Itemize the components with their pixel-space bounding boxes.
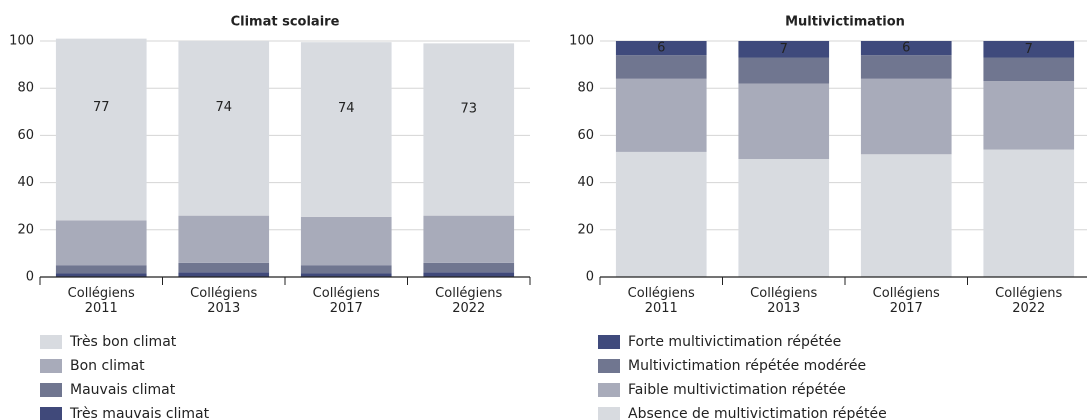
bar-segment bbox=[178, 215, 270, 263]
x-tick-label: Collégiens 2011 bbox=[627, 286, 695, 316]
bar-segment bbox=[738, 159, 830, 277]
data-label: 7 bbox=[780, 42, 788, 57]
legend-label: Multivictimation répétée modérée bbox=[628, 358, 866, 374]
bar-segment bbox=[423, 215, 515, 263]
y-tick-label: 100 bbox=[569, 34, 594, 49]
chart-title: Climat scolaire bbox=[231, 15, 340, 30]
bar-segment bbox=[860, 78, 952, 155]
data-label: 73 bbox=[460, 101, 477, 116]
bar-segment bbox=[423, 43, 515, 216]
bar-segment bbox=[860, 41, 952, 56]
y-tick-label: 20 bbox=[577, 222, 594, 237]
x-tick-label: Collégiens 2013 bbox=[750, 286, 818, 316]
bar-segment bbox=[983, 81, 1075, 150]
bar-segment bbox=[178, 272, 270, 277]
bar-segment bbox=[55, 273, 147, 277]
bar-segment bbox=[423, 262, 515, 273]
bar-segment bbox=[615, 55, 707, 79]
legend-label: Forte multivictimation répétée bbox=[628, 334, 841, 350]
data-label: 77 bbox=[93, 100, 110, 115]
y-tick-label: 80 bbox=[577, 81, 594, 96]
y-tick-label: 40 bbox=[17, 175, 34, 190]
x-tick-label: Collégiens 2022 bbox=[995, 286, 1063, 316]
bar-segment bbox=[983, 41, 1075, 58]
legend-label: Faible multivictimation répétée bbox=[628, 382, 846, 398]
x-tick-label: Collégiens 2013 bbox=[190, 286, 258, 316]
bar-segment bbox=[738, 41, 830, 58]
bar-segment bbox=[983, 149, 1075, 277]
y-tick-label: 40 bbox=[577, 175, 594, 190]
y-tick-label: 0 bbox=[586, 270, 594, 285]
legend-swatch bbox=[40, 383, 62, 397]
legend-swatch bbox=[598, 383, 620, 397]
bar-segment bbox=[738, 57, 830, 84]
legend-label: Très bon climat bbox=[69, 334, 177, 350]
data-label: 7 bbox=[1025, 42, 1033, 57]
bar-segment bbox=[860, 55, 952, 79]
y-tick-label: 60 bbox=[17, 128, 34, 143]
legend-label: Mauvais climat bbox=[70, 382, 176, 398]
data-label: 6 bbox=[657, 41, 665, 56]
legend-swatch bbox=[40, 335, 62, 349]
legend-label: Bon climat bbox=[70, 358, 145, 374]
y-tick-label: 0 bbox=[26, 270, 34, 285]
legend-swatch bbox=[40, 359, 62, 373]
bar-segment bbox=[55, 220, 147, 266]
bar-segment bbox=[300, 216, 392, 266]
x-tick-label: Collégiens 2017 bbox=[312, 286, 380, 316]
y-tick-label: 100 bbox=[9, 34, 34, 49]
bar-segment bbox=[178, 41, 270, 216]
chart-title: Multivictimation bbox=[785, 15, 905, 30]
bar-segment bbox=[300, 265, 392, 274]
bar-segment bbox=[860, 154, 952, 277]
bar-segment bbox=[300, 42, 392, 217]
x-tick-label: Collégiens 2017 bbox=[872, 286, 940, 316]
data-label: 74 bbox=[338, 101, 355, 116]
bar-segment bbox=[615, 151, 707, 277]
data-label: 74 bbox=[215, 100, 232, 115]
y-tick-label: 80 bbox=[17, 81, 34, 96]
bar-segment bbox=[423, 272, 515, 277]
legend-label: Très mauvais climat bbox=[69, 406, 210, 420]
legend-swatch bbox=[40, 407, 62, 420]
legend-swatch bbox=[598, 359, 620, 373]
y-tick-label: 20 bbox=[17, 222, 34, 237]
legend-label: Absence de multivictimation répétée bbox=[628, 406, 887, 420]
bar-segment bbox=[55, 38, 147, 221]
bar-segment bbox=[615, 41, 707, 56]
bar-segment bbox=[300, 273, 392, 277]
bar-segment bbox=[738, 83, 830, 159]
data-label: 6 bbox=[902, 41, 910, 56]
y-tick-label: 60 bbox=[577, 128, 594, 143]
bar-segment bbox=[615, 78, 707, 152]
legend-swatch bbox=[598, 407, 620, 420]
bar-segment bbox=[178, 262, 270, 273]
x-tick-label: Collégiens 2011 bbox=[67, 286, 135, 316]
bar-segment bbox=[983, 57, 1075, 82]
legend-swatch bbox=[598, 335, 620, 349]
x-tick-label: Collégiens 2022 bbox=[435, 286, 503, 316]
bar-segment bbox=[55, 265, 147, 274]
